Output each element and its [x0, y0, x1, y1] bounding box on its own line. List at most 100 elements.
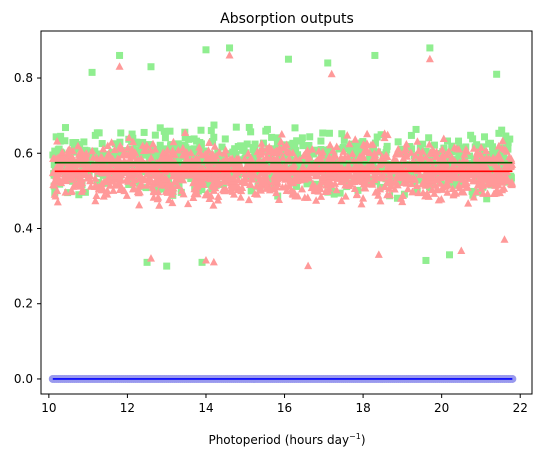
square-point: [209, 137, 217, 145]
square-point: [352, 141, 360, 149]
square-point: [128, 130, 136, 138]
triangle-point: [62, 176, 71, 185]
square-point: [273, 134, 281, 142]
triangle-point: [64, 148, 73, 157]
triangle-point: [478, 179, 487, 187]
triangle-point: [302, 170, 311, 178]
triangle-point: [168, 146, 177, 154]
triangle-point: [327, 69, 336, 78]
triangle-point: [205, 138, 214, 147]
square-point: [339, 144, 347, 152]
triangle-point: [124, 177, 133, 185]
triangle-point: [308, 145, 317, 153]
square-point: [394, 138, 402, 146]
triangle-point: [116, 143, 125, 152]
triangle-point: [256, 150, 265, 158]
triangle-point: [120, 186, 129, 195]
y-tick-label: 0.0: [14, 372, 33, 386]
triangle-point: [147, 153, 156, 162]
triangle-point: [135, 200, 144, 209]
triangle-point: [257, 139, 266, 147]
square-point: [143, 258, 151, 266]
triangle-point: [318, 173, 327, 181]
triangle-point: [416, 151, 425, 160]
triangle-point: [149, 186, 158, 195]
triangle-point: [88, 146, 97, 155]
triangle-point: [326, 169, 335, 177]
square-point: [321, 155, 329, 163]
triangle-point: [325, 184, 334, 192]
triangle-point: [275, 147, 284, 155]
triangle-point: [166, 153, 175, 161]
triangle-point: [494, 141, 503, 150]
triangle-point: [66, 171, 75, 180]
triangle-point: [134, 174, 143, 183]
triangle-point: [53, 164, 62, 172]
square-point: [317, 137, 325, 145]
triangle-point: [426, 169, 435, 178]
square-point: [305, 142, 313, 150]
triangle-point: [317, 164, 326, 172]
square-point: [91, 131, 99, 139]
triangle-point: [494, 180, 503, 189]
square-point: [151, 156, 159, 164]
square-point: [210, 133, 218, 141]
triangle-point: [192, 184, 201, 192]
triangle-point: [68, 146, 77, 155]
triangle-point: [91, 196, 100, 205]
square-point: [305, 179, 313, 187]
triangle-point: [500, 235, 509, 243]
triangle-point: [221, 164, 230, 173]
square-point: [174, 140, 182, 148]
triangle-point: [48, 168, 57, 177]
triangle-point: [350, 177, 359, 186]
square-point: [396, 178, 404, 186]
y-tick-label: 0.8: [14, 71, 33, 85]
square-point: [504, 145, 512, 153]
triangle-point: [312, 169, 321, 178]
triangle-point: [173, 181, 182, 189]
triangle-point: [439, 172, 448, 181]
triangle-point: [503, 176, 512, 185]
triangle-point: [151, 145, 160, 153]
square-point: [366, 154, 374, 162]
triangle-point: [110, 171, 119, 180]
square-point: [293, 182, 301, 190]
triangle-point: [213, 196, 222, 204]
triangle-point: [213, 163, 222, 172]
square-point: [344, 144, 352, 152]
triangle-point: [448, 184, 457, 193]
triangle-point: [146, 160, 155, 169]
square-point: [196, 139, 204, 147]
triangle-point: [159, 148, 168, 156]
triangle-point: [507, 154, 516, 163]
triangle-point: [69, 182, 78, 190]
triangle-point: [219, 177, 228, 185]
square-point: [430, 141, 438, 149]
triangle-point: [374, 147, 383, 155]
triangle-point: [208, 149, 217, 158]
square-point: [160, 127, 168, 135]
triangle-point: [359, 147, 368, 156]
triangle-point: [343, 152, 352, 161]
triangle-point: [418, 179, 427, 188]
triangle-point: [371, 170, 380, 178]
triangle-point: [432, 175, 441, 184]
triangle-point: [61, 188, 70, 196]
square-point: [338, 130, 346, 138]
triangle-point: [498, 144, 507, 152]
triangle-point: [274, 195, 283, 204]
square-point: [76, 141, 84, 149]
triangle-point: [362, 139, 371, 147]
triangle-point: [177, 174, 186, 182]
triangle-point: [225, 50, 234, 59]
triangle-point: [113, 154, 122, 162]
triangle-point: [355, 162, 364, 171]
triangle-point: [191, 161, 200, 169]
triangle-point: [107, 138, 116, 146]
triangle-point: [436, 161, 445, 170]
square-point: [371, 51, 379, 59]
triangle-point: [414, 188, 423, 197]
triangle-point: [337, 196, 346, 205]
triangle-point: [442, 164, 451, 172]
